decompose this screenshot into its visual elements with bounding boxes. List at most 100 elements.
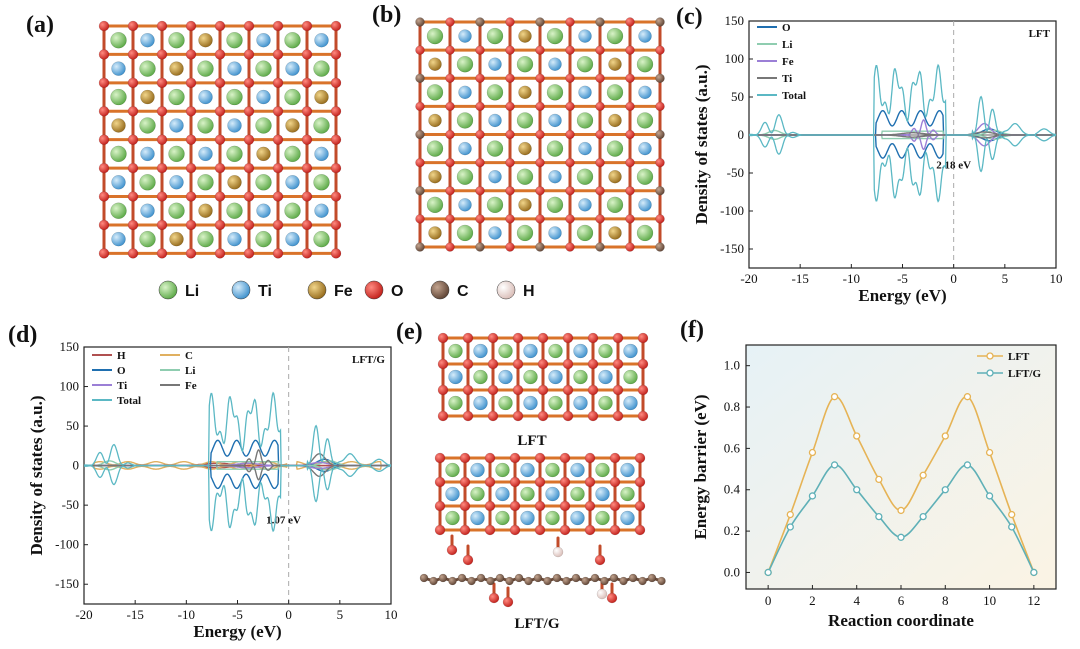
data-point (853, 486, 861, 494)
atom (313, 230, 330, 248)
atom (484, 476, 496, 488)
atom (438, 573, 448, 583)
atom (301, 134, 313, 145)
atom (625, 45, 635, 55)
atom (562, 358, 574, 370)
atom (285, 231, 300, 247)
atom (535, 45, 545, 55)
atom (156, 162, 168, 174)
atom (198, 146, 213, 162)
atom (475, 214, 485, 224)
x-tick-label: 10 (983, 593, 996, 608)
atom (330, 248, 342, 259)
x-tick-label: 5 (1002, 271, 1009, 286)
y-tick-label: 0.6 (724, 440, 741, 455)
dos-chart-lft: -20 -15 -10 -5 0 5 10-150-100-50050100150Energ… (692, 13, 1063, 305)
atom (437, 410, 449, 422)
atom (562, 410, 574, 422)
atom (110, 88, 127, 106)
legend-label: Total (782, 90, 806, 102)
atom (168, 202, 185, 219)
atom (214, 106, 226, 117)
atom (486, 27, 504, 45)
atom (185, 20, 197, 32)
atom (140, 33, 155, 48)
atom-label-ti: Ti (258, 283, 272, 300)
atom (470, 462, 485, 478)
atom (655, 101, 665, 112)
legend-marker (986, 369, 994, 377)
atom (509, 524, 521, 536)
atom (426, 196, 444, 214)
atom (620, 486, 635, 502)
atom (462, 358, 474, 370)
atom (573, 369, 588, 385)
atom (462, 554, 474, 566)
atom (456, 112, 474, 129)
atom (634, 452, 646, 464)
atom (625, 17, 635, 27)
atom (448, 576, 457, 586)
atom (428, 113, 442, 128)
atom (110, 202, 127, 219)
atom-swatch-h (496, 280, 516, 300)
atom (495, 486, 510, 502)
atom (313, 117, 330, 134)
atom (98, 106, 110, 117)
atom (594, 554, 606, 566)
atom (595, 45, 605, 55)
atom (598, 343, 613, 359)
atom (272, 106, 284, 117)
atom (458, 29, 472, 43)
atom (127, 248, 139, 259)
atom (330, 20, 342, 32)
atom (243, 106, 255, 117)
atom-legend: Li Ti Fe O C H (158, 280, 535, 300)
atom (243, 219, 255, 231)
y-tick-label: -50 (727, 165, 744, 180)
atom-label-h: H (523, 283, 535, 300)
y-tick-label: 150 (725, 13, 745, 28)
atom (415, 242, 425, 252)
atom (214, 248, 226, 259)
atom (548, 113, 562, 128)
atom (475, 45, 485, 55)
atom (512, 332, 524, 344)
atom (505, 73, 515, 83)
data-point (786, 510, 794, 519)
atom (548, 169, 562, 184)
atom (458, 198, 472, 212)
atom (139, 174, 156, 191)
atom (434, 476, 446, 488)
atom (488, 592, 500, 604)
atom (636, 224, 654, 242)
atom (156, 219, 168, 231)
atom (512, 410, 524, 422)
legend-marker (986, 352, 994, 360)
atom (426, 84, 444, 101)
y-tick-label: -150 (720, 241, 744, 256)
atom (623, 369, 638, 385)
atom (634, 500, 646, 512)
atom (638, 29, 652, 43)
atom (226, 32, 243, 49)
atom (590, 573, 600, 583)
atom (156, 191, 168, 202)
atom (495, 510, 510, 526)
atom (576, 55, 594, 73)
atom (156, 20, 168, 32)
atom (243, 20, 255, 32)
x-tick-label: 12 (1027, 593, 1040, 608)
data-point (786, 523, 794, 531)
data-point (808, 448, 817, 457)
data-point (919, 512, 927, 521)
atom (498, 369, 513, 385)
legend-label: Fe (185, 380, 197, 392)
atom (587, 410, 599, 422)
atom (636, 168, 654, 185)
data-point (764, 568, 772, 577)
slab-structures-panel-e (419, 332, 666, 608)
atom (243, 77, 255, 89)
atom (415, 45, 425, 55)
